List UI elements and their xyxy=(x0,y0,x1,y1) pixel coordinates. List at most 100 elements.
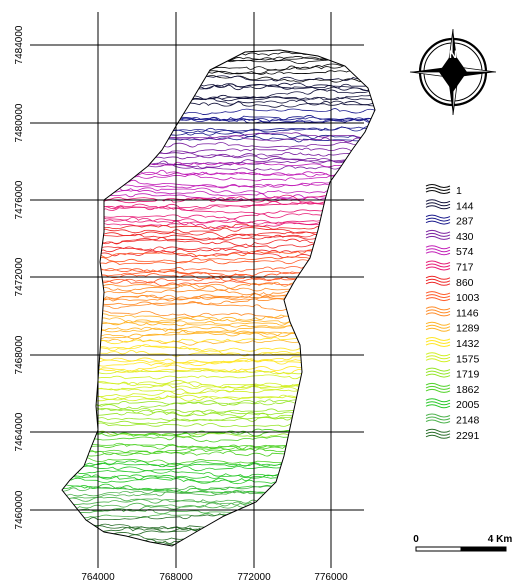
y-tick-label: 7464000 xyxy=(14,412,25,451)
y-tick-label: 7468000 xyxy=(14,335,25,374)
north-arrow-compass-icon: N xyxy=(409,28,497,116)
scale-bar-segment xyxy=(415,546,462,552)
contour-line xyxy=(62,320,375,328)
contour-line xyxy=(62,201,375,214)
contour-line xyxy=(62,355,375,366)
contour-line xyxy=(62,327,375,338)
contour-line xyxy=(62,379,375,389)
contour-line xyxy=(55,546,394,554)
scale-start-label: 0 xyxy=(413,534,419,545)
legend-label: 2291 xyxy=(456,430,480,442)
contour-line xyxy=(62,310,375,324)
contour-line xyxy=(62,523,375,532)
x-tick-label: 768000 xyxy=(159,572,193,583)
legend-label: 1719 xyxy=(456,369,480,381)
contour-line xyxy=(62,259,375,265)
north-label: N xyxy=(449,49,457,61)
legend-label: 430 xyxy=(456,231,474,243)
contour-line xyxy=(62,255,375,264)
legend-swatch xyxy=(425,428,451,439)
legend-label: 860 xyxy=(456,277,474,289)
scale-end-label: 4 Km xyxy=(488,534,513,545)
legend-label: 1289 xyxy=(456,323,480,335)
contour-line xyxy=(62,84,375,92)
legend-swatch xyxy=(425,413,451,424)
legend-swatch xyxy=(425,352,451,363)
legend-swatch xyxy=(425,291,451,302)
watershed-boundary xyxy=(61,49,376,547)
y-tick-label: 7480000 xyxy=(14,103,25,142)
legend-label: 287 xyxy=(456,216,474,228)
contour-line xyxy=(62,75,375,83)
contour-line xyxy=(62,289,375,296)
watershed-contour-map xyxy=(55,49,394,554)
legend-swatch xyxy=(425,337,451,347)
contour-line xyxy=(62,340,375,353)
contour-line xyxy=(62,536,375,546)
legend-label: 574 xyxy=(456,246,474,258)
contour-line xyxy=(62,82,375,91)
contour-line xyxy=(62,267,375,277)
contour-line xyxy=(62,139,375,148)
contour-line xyxy=(62,231,375,239)
contour-line xyxy=(62,51,375,61)
coordinate-grid xyxy=(30,12,364,568)
y-axis-labels: 7484000 7480000 7476000 7472000 7468000 … xyxy=(14,25,25,529)
contour-line xyxy=(62,153,375,164)
contour-line xyxy=(62,357,375,366)
contour-line xyxy=(62,301,375,312)
scale-bar-segment xyxy=(460,546,507,552)
contour-line xyxy=(62,434,375,443)
contour-line xyxy=(62,56,375,65)
contour-line xyxy=(62,189,375,200)
contour-line xyxy=(62,114,375,124)
legend-swatch xyxy=(425,367,451,378)
y-tick-label: 7460000 xyxy=(14,490,25,529)
y-tick-label: 7472000 xyxy=(14,257,25,296)
contour-line xyxy=(62,310,375,320)
legend-swatch xyxy=(425,306,451,317)
legend-swatch xyxy=(425,275,451,286)
legend-label: 1862 xyxy=(456,384,480,396)
legend-swatch xyxy=(425,321,451,332)
contour-line xyxy=(62,125,375,135)
legend-swatch xyxy=(425,229,451,240)
legend-swatch xyxy=(425,199,451,210)
x-tick-label: 772000 xyxy=(237,572,271,583)
legend-label: 717 xyxy=(456,262,474,274)
contour-line xyxy=(62,538,375,546)
contour-line xyxy=(62,313,375,325)
legend-swatch xyxy=(425,382,451,393)
scale-bar: 0 4 Km xyxy=(413,534,513,552)
legend-swatch xyxy=(425,260,451,271)
y-tick-label: 7476000 xyxy=(14,180,25,219)
contour-line xyxy=(62,513,375,524)
contour-line xyxy=(62,83,375,94)
elevation-legend: 1 144 287 430 574 717 860 1003 1146 1289 1432 1575 1… xyxy=(425,184,480,442)
contour-line xyxy=(62,373,375,380)
contour-line xyxy=(62,171,375,178)
legend-swatch xyxy=(425,245,451,256)
contour-line xyxy=(62,54,375,66)
contour-line xyxy=(62,107,375,115)
legend-label: 1 xyxy=(456,185,462,197)
contour-line xyxy=(62,281,375,292)
x-axis-labels: 764000 768000 772000 776000 xyxy=(81,572,348,583)
contour-line xyxy=(62,63,375,71)
legend-label: 1432 xyxy=(456,338,480,350)
contour-line xyxy=(62,245,375,254)
contour-line xyxy=(62,181,375,189)
contour-line xyxy=(62,525,375,533)
contour-line xyxy=(62,147,375,155)
legend-label: 1146 xyxy=(456,307,479,319)
legend-label: 2005 xyxy=(456,399,480,411)
contour-line xyxy=(62,223,375,232)
legend-swatch xyxy=(425,184,451,194)
contour-bands xyxy=(55,50,394,554)
legend-label: 1003 xyxy=(456,292,480,304)
contour-line xyxy=(62,174,375,183)
legend-label: 144 xyxy=(456,200,474,212)
contour-line xyxy=(62,50,375,53)
contour-line xyxy=(62,230,375,245)
contour-line xyxy=(62,533,375,541)
